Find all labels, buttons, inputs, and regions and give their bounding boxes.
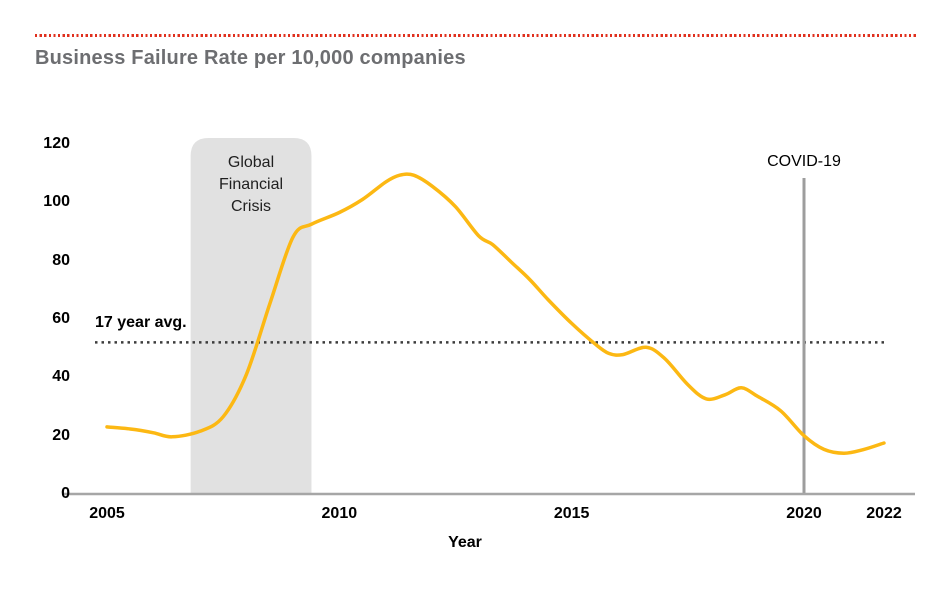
shaded-region-label: Global Financial Crisis: [218, 154, 284, 215]
y-tick-label: 80: [52, 251, 70, 269]
y-tick-label: 40: [52, 368, 70, 386]
x-tick-label: 2010: [321, 505, 358, 522]
y-tick-label: 120: [43, 135, 70, 152]
accent-dotted-rule: [35, 34, 917, 37]
covid-event-label: COVID-19: [767, 153, 841, 170]
y-tick-label: 20: [52, 426, 70, 444]
x-tick-label: 2005: [89, 505, 125, 522]
x-axis-title: Year: [448, 534, 482, 551]
shaded-region-gfc: [190, 138, 312, 494]
y-tick-label: 100: [43, 193, 70, 211]
page-title: Business Failure Rate per 10,000 compani…: [35, 47, 466, 69]
x-tick-label: 2015: [553, 505, 590, 522]
x-tick-label: 2020: [786, 505, 822, 522]
average-line-label: 17 year avg.: [95, 314, 187, 331]
failure-rate-curve: [105, 172, 886, 455]
x-tick-label: 2022: [866, 505, 902, 522]
y-tick-label: 60: [52, 310, 70, 327]
y-tick-label: 0: [61, 485, 70, 502]
